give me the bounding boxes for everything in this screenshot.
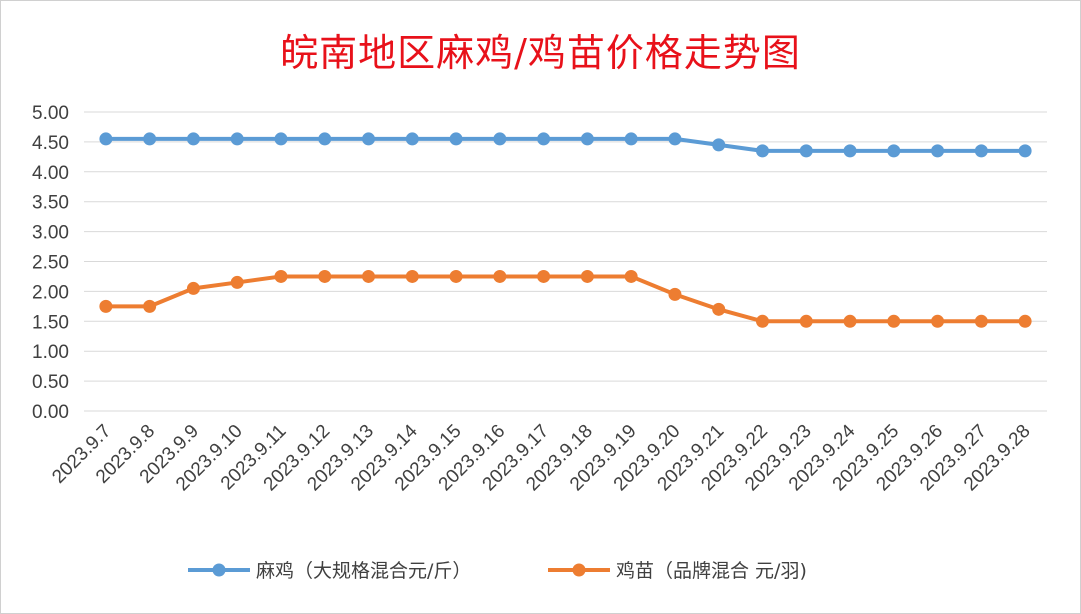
data-point — [931, 144, 945, 158]
data-point — [624, 269, 638, 283]
data-point — [624, 132, 638, 146]
y-tick-label: 4.00 — [32, 163, 69, 184]
data-point — [99, 299, 113, 313]
y-tick-label: 2.00 — [32, 282, 69, 303]
data-point — [887, 144, 901, 158]
series-group — [99, 132, 1032, 328]
legend-label: 麻鸡（大规格混合元/斤） — [256, 560, 471, 582]
data-point — [493, 132, 507, 146]
y-tick-label: 0.00 — [32, 402, 69, 423]
y-tick-label: 1.50 — [32, 312, 69, 333]
y-tick-label: 3.00 — [32, 223, 69, 244]
data-point — [143, 299, 157, 313]
data-point — [405, 132, 419, 146]
series-line-2 — [103, 274, 1028, 324]
legend-item: 麻鸡（大规格混合元/斤） — [188, 560, 471, 582]
data-point — [580, 269, 594, 283]
y-tick-label: 4.50 — [32, 133, 69, 154]
data-point — [449, 269, 463, 283]
data-point — [318, 269, 332, 283]
data-point — [537, 269, 551, 283]
data-point — [712, 138, 726, 152]
chart-title: 皖南地区麻鸡/鸡苗价格走势图 — [280, 31, 801, 75]
data-point — [143, 132, 157, 146]
data-point — [799, 144, 813, 158]
data-point — [974, 144, 988, 158]
data-point — [755, 314, 769, 328]
data-point — [931, 314, 945, 328]
data-point — [99, 132, 113, 146]
data-point — [887, 314, 901, 328]
data-point — [974, 314, 988, 328]
data-point — [230, 275, 244, 289]
data-point — [405, 269, 419, 283]
y-tick-label: 3.50 — [32, 193, 69, 214]
data-point — [362, 132, 376, 146]
y-tick-label: 5.00 — [32, 103, 69, 124]
y-tick-label: 2.50 — [32, 253, 69, 274]
data-point — [843, 314, 857, 328]
data-point — [186, 132, 200, 146]
data-point — [755, 144, 769, 158]
data-point — [186, 281, 200, 295]
y-axis: 0.00 0.50 1.00 1.50 2.00 2.50 3.00 3.50 4.00 4.50… — [32, 103, 69, 423]
x-axis: 2023.9.72023.9.82023.9.92023.9.102023.9.… — [48, 420, 1034, 495]
data-point — [843, 144, 857, 158]
data-point — [712, 302, 726, 316]
data-point — [537, 132, 551, 146]
data-point — [1018, 314, 1032, 328]
data-point — [493, 269, 507, 283]
data-point — [580, 132, 594, 146]
legend: 麻鸡（大规格混合元/斤） 鸡苗（品牌混合 元/羽) — [188, 560, 807, 582]
legend-item: 鸡苗（品牌混合 元/羽) — [548, 560, 807, 582]
data-point — [274, 269, 288, 283]
data-point — [362, 269, 376, 283]
data-point — [449, 132, 463, 146]
data-point — [668, 287, 682, 301]
gridlines — [84, 111, 1047, 412]
data-point — [668, 132, 682, 146]
data-point — [230, 132, 244, 146]
data-point — [318, 132, 332, 146]
data-point — [1018, 144, 1032, 158]
data-point — [274, 132, 288, 146]
legend-marker — [572, 563, 586, 577]
data-point — [799, 314, 813, 328]
legend-label: 鸡苗（品牌混合 元/羽) — [616, 560, 807, 582]
series-line-1 — [103, 136, 1028, 153]
y-tick-label: 1.00 — [32, 342, 69, 363]
legend-marker — [212, 563, 226, 577]
y-tick-label: 0.50 — [32, 372, 69, 393]
